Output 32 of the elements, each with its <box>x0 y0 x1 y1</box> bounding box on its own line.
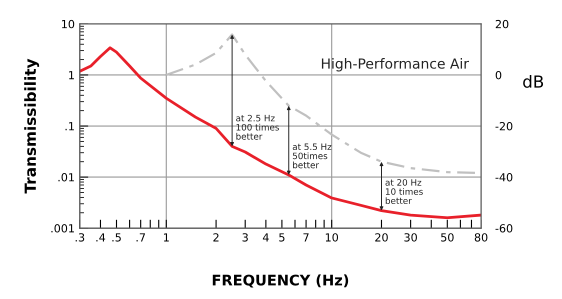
x-tick-label: 5 <box>279 233 284 242</box>
x-tick-label: 80 <box>474 233 488 242</box>
y-tick-label: 10 <box>62 20 74 28</box>
y2-tick-label: 0 <box>496 70 502 80</box>
y2-axis-title: dB <box>523 74 544 88</box>
x-tick-label: 4 <box>262 233 269 242</box>
x-tick-label: .7 <box>136 233 146 242</box>
y-axis-title: Transmissibility <box>24 58 40 194</box>
annotation: at 20 Hz 10 times better <box>386 179 423 204</box>
y-tick-label: .1 <box>66 122 74 130</box>
x-tick-label: .5 <box>112 233 121 242</box>
x-tick-label: .3 <box>76 233 84 242</box>
x-tick-label: 1 <box>164 233 169 242</box>
y2-tick-label: -60 <box>496 224 512 233</box>
x-tick-label: 30 <box>404 233 417 242</box>
y2-tick-label: -20 <box>496 122 512 130</box>
annotation: at 5.5 Hz 50times better <box>292 144 332 168</box>
y2-tick-label: 20 <box>496 20 508 28</box>
annotation: at 2.5 Hz 100 times better <box>236 114 279 140</box>
x-tick-label: .4 <box>96 233 106 242</box>
text: High-Performance Air <box>322 58 469 72</box>
x-axis-title: FREQUENCY (Hz) <box>212 274 348 288</box>
x-tick-label: 20 <box>375 233 388 242</box>
x-tick-label: 50 <box>441 233 454 242</box>
x-tick-label: 2 <box>213 233 219 242</box>
y-tick-label: 1 <box>69 71 74 80</box>
y2-tick-label: -40 <box>496 173 512 182</box>
y-tick-label: .001 <box>51 224 74 233</box>
x-tick-label: 3 <box>242 233 248 242</box>
x-tick-label: 10 <box>326 233 338 242</box>
y-tick-label: .01 <box>58 173 74 182</box>
x-tick-label: 7 <box>303 233 309 242</box>
